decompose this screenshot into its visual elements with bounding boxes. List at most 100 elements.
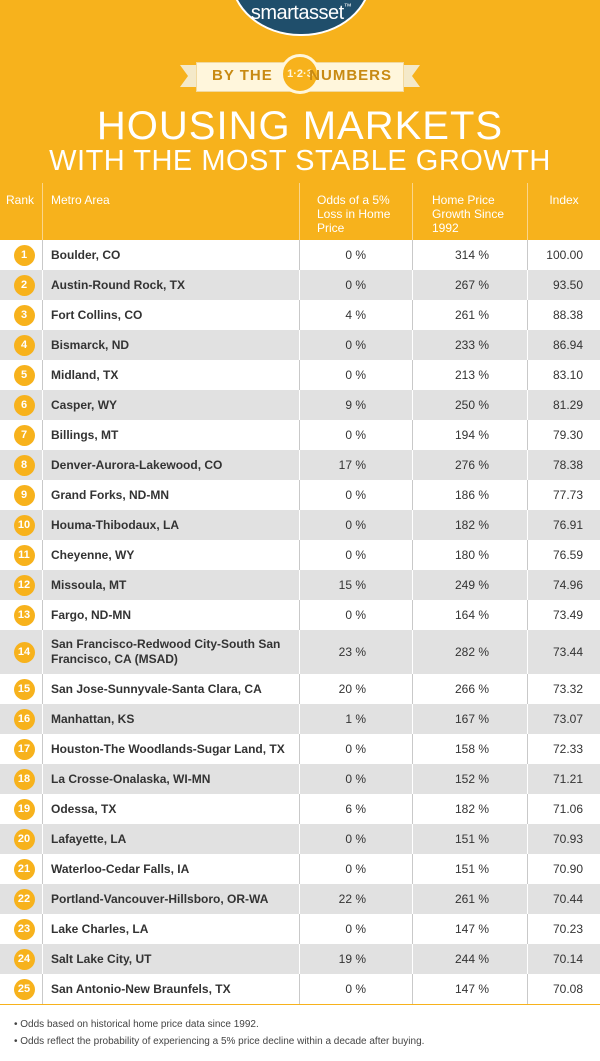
rank-badge: 2 (13, 274, 35, 296)
rank-cell: 8 (0, 450, 43, 480)
growth-cell: 266 % (413, 674, 528, 704)
ribbon-badge-text: 1·2·3 (287, 68, 313, 80)
metro-area-cell: Boulder, CO (43, 240, 300, 270)
growth-cell: 261 % (413, 300, 528, 330)
table-row: 11 Cheyenne, WY 0 % 180 % 76.59 (0, 540, 600, 570)
odds-cell: 0 % (300, 854, 413, 884)
index-cell: 83.10 (552, 368, 583, 382)
metro-area-cell: Manhattan, KS (43, 704, 300, 734)
odds-cell: 0 % (300, 240, 413, 270)
metro-area-cell: Waterloo-Cedar Falls, IA (43, 854, 300, 884)
rank-badge: 21 (13, 858, 35, 880)
rank-badge: 24 (13, 948, 35, 970)
growth-cell: 164 % (413, 600, 528, 630)
rank-badge: 12 (13, 574, 35, 596)
metro-area-cell: San Francisco-Redwood City-South San Fra… (43, 630, 300, 674)
growth-cell: 250 % (413, 390, 528, 420)
rank-cell: 11 (0, 540, 43, 570)
table-row: 20 Lafayette, LA 0 % 151 % 70.93 (0, 824, 600, 854)
metro-area-cell: Midland, TX (43, 360, 300, 390)
index-cell: 70.90 (552, 862, 583, 876)
logo-trademark: ™ (343, 2, 352, 11)
index-cell: 70.08 (552, 982, 583, 996)
table-row: 19 Odessa, TX 6 % 182 % 71.06 (0, 794, 600, 824)
table-row: 24 Salt Lake City, UT 19 % 244 % 70.14 (0, 944, 600, 974)
table-header-row: Rank Metro Area Odds of a 5% Loss in Hom… (0, 183, 600, 240)
growth-cell: 194 % (413, 420, 528, 450)
odds-cell: 17 % (300, 450, 413, 480)
metro-area-cell: Fort Collins, CO (43, 300, 300, 330)
index-cell: 77.73 (552, 488, 583, 502)
metro-area-cell: Houston-The Woodlands-Sugar Land, TX (43, 734, 300, 764)
table-row: 23 Lake Charles, LA 0 % 147 % 70.23 (0, 914, 600, 944)
growth-cell: 244 % (413, 944, 528, 974)
rank-cell: 12 (0, 570, 43, 600)
table-row: 14 San Francisco-Redwood City-South San F… (0, 630, 600, 674)
index-cell: 73.44 (552, 645, 583, 659)
index-cell: 100.00 (546, 248, 583, 262)
rank-cell: 2 (0, 270, 43, 300)
index-cell: 73.07 (552, 712, 583, 726)
rank-cell: 5 (0, 360, 43, 390)
odds-cell: 0 % (300, 510, 413, 540)
table-row: 6 Casper, WY 9 % 250 % 81.29 (0, 390, 600, 420)
metro-area-cell: Lake Charles, LA (43, 914, 300, 944)
rank-badge: 15 (13, 678, 35, 700)
header-metro-area: Metro Area (43, 183, 300, 240)
index-cell: 73.49 (552, 608, 583, 622)
header-index: Index (549, 193, 579, 207)
metro-area-cell: Bismarck, ND (43, 330, 300, 360)
by-the-numbers-ribbon: BY THE 1·2·3 NUMBERS (180, 54, 420, 94)
rank-cell: 25 (0, 974, 43, 1004)
ribbon-123-badge: 1·2·3 (280, 54, 320, 94)
growth-cell: 186 % (413, 480, 528, 510)
rank-cell: 3 (0, 300, 43, 330)
table-body: 1 Boulder, CO 0 % 314 % 100.00 2 Austin-Round … (0, 240, 600, 1004)
table-row: 18 La Crosse-Onalaska, WI-MN 0 % 152 % 71.21 (0, 764, 600, 794)
odds-cell: 20 % (300, 674, 413, 704)
rank-badge: 4 (13, 334, 35, 356)
odds-cell: 6 % (300, 794, 413, 824)
index-cell: 73.32 (552, 682, 583, 696)
rank-cell: 16 (0, 704, 43, 734)
rank-badge: 18 (13, 768, 35, 790)
rank-cell: 15 (0, 674, 43, 704)
odds-cell: 0 % (300, 420, 413, 450)
rank-cell: 9 (0, 480, 43, 510)
table-row: 3 Fort Collins, CO 4 % 261 % 88.38 (0, 300, 600, 330)
odds-cell: 0 % (300, 600, 413, 630)
table-row: 10 Houma-Thibodaux, LA 0 % 182 % 76.91 (0, 510, 600, 540)
index-cell: 72.33 (552, 742, 583, 756)
growth-cell: 233 % (413, 330, 528, 360)
rank-cell: 4 (0, 330, 43, 360)
table-row: 8 Denver-Aurora-Lakewood, CO 17 % 276 % 78.3… (0, 450, 600, 480)
growth-cell: 213 % (413, 360, 528, 390)
index-cell: 76.91 (552, 518, 583, 532)
growth-cell: 267 % (413, 270, 528, 300)
rank-badge: 20 (13, 828, 35, 850)
ribbon-text-right: NUMBERS (309, 67, 392, 84)
rank-badge: 9 (13, 484, 35, 506)
footnote-2: • Odds reflect the probability of experi… (14, 1036, 425, 1047)
rank-badge: 6 (13, 394, 35, 416)
rank-cell: 18 (0, 764, 43, 794)
metro-area-cell: Casper, WY (43, 390, 300, 420)
header-growth: Home Price Growth Since 1992 (413, 183, 528, 240)
metro-area-cell: Denver-Aurora-Lakewood, CO (43, 450, 300, 480)
index-cell: 81.29 (552, 398, 583, 412)
growth-cell: 314 % (413, 240, 528, 270)
index-cell: 70.14 (552, 952, 583, 966)
rank-badge: 3 (13, 304, 35, 326)
table-row: 2 Austin-Round Rock, TX 0 % 267 % 93.50 (0, 270, 600, 300)
rank-badge: 7 (13, 424, 35, 446)
index-cell: 88.38 (552, 308, 583, 322)
index-cell: 86.94 (552, 338, 583, 352)
metro-area-cell: San Jose-Sunnyvale-Santa Clara, CA (43, 674, 300, 704)
growth-cell: 180 % (413, 540, 528, 570)
growth-cell: 147 % (413, 914, 528, 944)
growth-cell: 147 % (413, 974, 528, 1004)
metro-area-cell: Grand Forks, ND-MN (43, 480, 300, 510)
rank-cell: 10 (0, 510, 43, 540)
table-row: 16 Manhattan, KS 1 % 167 % 73.07 (0, 704, 600, 734)
table-row: 22 Portland-Vancouver-Hillsboro, OR-WA 22 … (0, 884, 600, 914)
